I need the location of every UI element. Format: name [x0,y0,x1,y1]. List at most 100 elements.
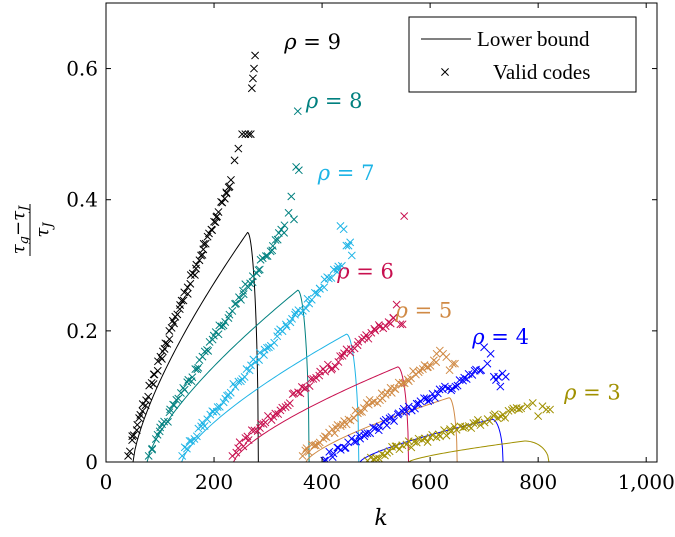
valid-code-point [174,394,183,403]
valid-code-point [226,175,235,184]
series-rho-8 [144,107,310,462]
valid-code-point [255,265,264,274]
plot-area [124,51,554,462]
rho-symbol: ρ [336,259,350,283]
valid-code-point [271,236,280,244]
valid-code-point [336,445,345,454]
valid-code-point [480,343,489,352]
valid-code-point [305,382,314,391]
valid-code-point [238,130,247,139]
valid-code-point [322,433,331,442]
rho-label-8: ρ = 8 [305,89,363,113]
rho-labels: ρ = 9ρ = 8ρ = 7ρ = 6ρ = 5ρ = 4ρ = 3 [283,30,621,405]
valid-code-point [239,290,248,299]
valid-code-point [517,404,526,413]
valid-code-point [218,198,227,207]
valid-code-point [293,107,302,116]
valid-code-point [153,366,162,375]
valid-code-point [327,365,336,374]
valid-code-point [339,225,348,234]
valid-code-point [400,379,409,388]
valid-code-point [144,451,153,460]
valid-code-point [423,438,432,446]
valid-code-point [375,422,384,431]
valid-code-point [183,283,192,292]
valid-code-point [220,194,229,203]
valid-code-point [350,414,358,422]
series-rho-6 [228,212,410,462]
valid-code-point [298,452,307,460]
valid-code-point [321,367,330,376]
valid-code-point [232,448,241,457]
valid-code-point [222,189,231,198]
valid-code-point [445,366,454,375]
valid-code-point [469,419,478,428]
valid-code-point [398,407,407,416]
valid-code-point [320,283,329,292]
valid-code-point [250,426,259,435]
y-tick-label: 0 [85,450,98,474]
valid-code-point [251,51,260,60]
valid-code-point [185,436,194,445]
series-rho-5 [298,346,459,462]
valid-code-point [273,235,282,244]
valid-code-point [201,239,210,248]
valid-code-point [192,432,201,441]
legend-cross-marker [441,68,449,76]
valid-code-point [172,395,181,404]
valid-code-point [226,388,235,397]
valid-code-point [124,451,133,460]
valid-code-point [214,330,223,339]
series-rho-9 [124,51,260,462]
valid-code-point [290,215,298,224]
valid-code-point [157,354,166,363]
valid-code-point [424,397,433,406]
valid-code-point [244,130,253,139]
valid-code-point [329,449,338,458]
valid-code-point [198,418,207,427]
valid-code-point [129,431,138,440]
valid-code-point [133,420,142,429]
valid-code-point [382,421,391,430]
valid-code-point [515,405,523,414]
rho-value: 4 [516,325,529,349]
valid-code-point [451,382,460,391]
lower-bound-curve [132,231,259,462]
valid-code-point [228,306,237,315]
valid-code-point [483,359,492,368]
valid-code-point [311,441,320,450]
valid-code-point [178,451,187,460]
valid-code-point [459,423,467,432]
valid-code-point [197,251,206,260]
y-label-num-a: τ [8,243,29,254]
valid-code-point [431,393,439,402]
valid-code-point [333,265,342,273]
valid-code-point [426,361,435,370]
valid-code-point [239,286,247,295]
plot-frame [105,2,658,463]
series-rho-4 [320,343,510,462]
valid-code-point [170,319,178,328]
lower-bound-curve [233,366,410,462]
valid-code-point [176,301,185,309]
valid-code-point [324,274,333,283]
valid-code-point [194,363,203,372]
valid-code-point [208,226,217,235]
valid-code-point [148,444,157,453]
valid-code-point [446,425,455,434]
valid-code-point [294,166,303,175]
valid-code-point [451,359,459,368]
y-tick-label: 0.4 [66,188,98,212]
valid-code-point [213,403,222,412]
valid-code-point [372,454,381,462]
valid-code-point [305,299,314,308]
y-axis-label: τg−τJ τJ [8,204,56,256]
valid-code-point [523,402,532,411]
valid-code-point [446,427,455,436]
valid-code-point [213,212,221,221]
valid-code-point [378,450,386,459]
valid-code-point [301,304,310,313]
valid-code-point [284,208,293,217]
valid-code-point [432,358,441,367]
valid-code-point [271,409,280,418]
